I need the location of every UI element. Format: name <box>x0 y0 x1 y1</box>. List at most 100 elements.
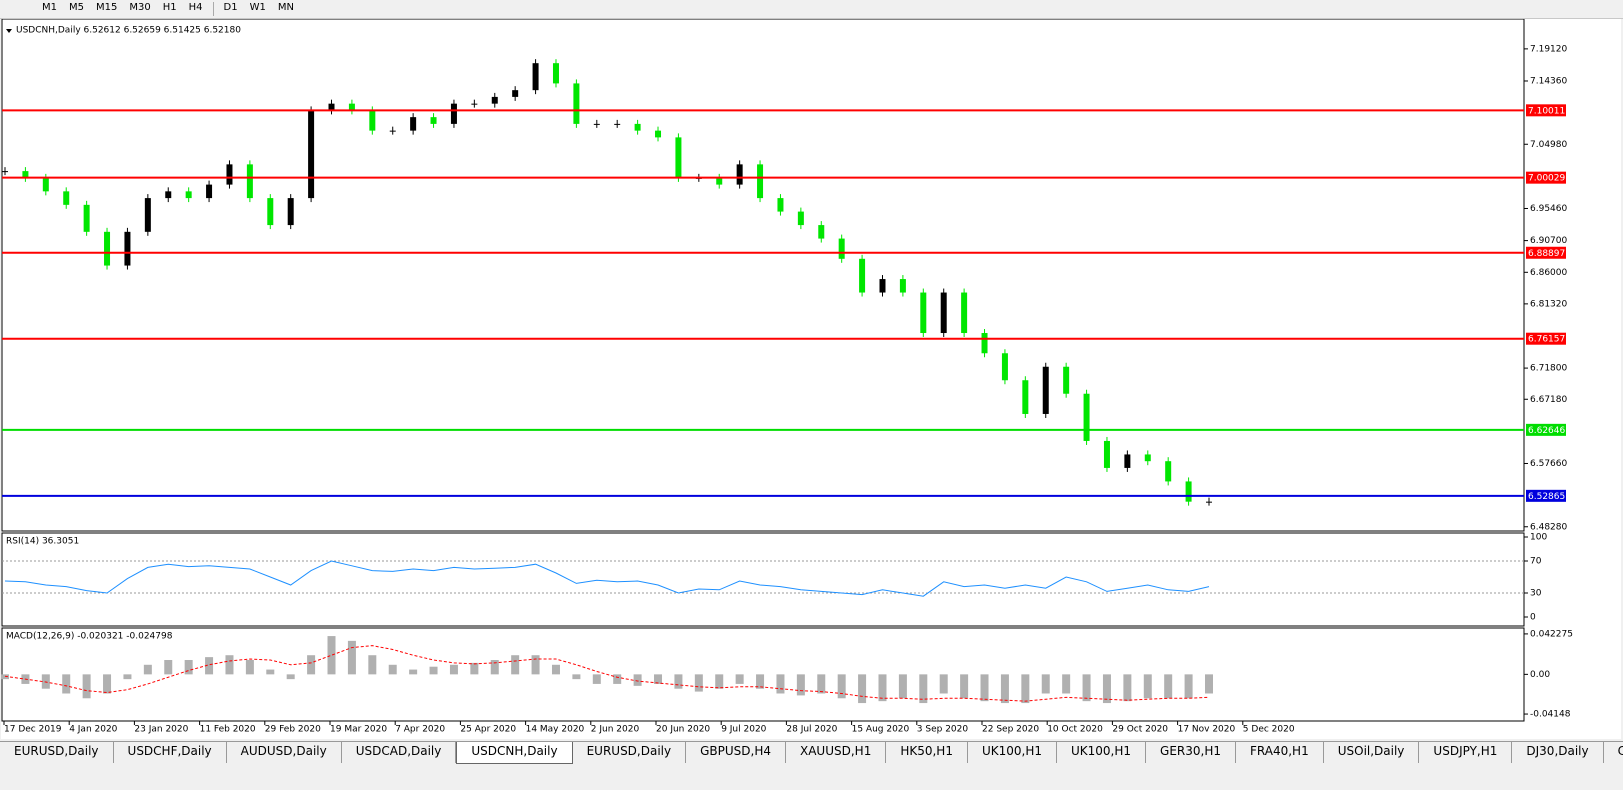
timeframe-button[interactable]: D1 <box>223 2 238 13</box>
symbol-menu-arrow[interactable] <box>6 29 12 33</box>
timeframe-button[interactable]: M5 <box>69 2 84 13</box>
chart-tab[interactable]: EURUSD,Daily <box>0 742 114 763</box>
macd-bar <box>1000 674 1009 704</box>
chart-window: USDCNH,Daily 6.52612 6.52659 6.51425 6.5… <box>1 19 1621 739</box>
date-label: 22 Sep 2020 <box>982 725 1039 735</box>
chart-tab[interactable]: USDCAD,Daily <box>342 742 457 763</box>
macd-signal <box>4 645 1210 702</box>
candle <box>1083 393 1090 441</box>
macd-bar <box>1062 674 1071 694</box>
candle <box>246 164 253 199</box>
candle <box>593 123 600 125</box>
macd-bar <box>674 674 683 689</box>
chart-tab[interactable]: USDJPY,H1 <box>1419 742 1513 763</box>
macd-bar <box>919 674 928 704</box>
rsi-tick-label: 0 <box>1530 613 1536 623</box>
candle <box>267 198 274 226</box>
candle <box>532 63 539 91</box>
macd-bar <box>1102 674 1111 704</box>
chart-tab[interactable]: UK100,H1 <box>1057 742 1147 763</box>
date-label: 2 Jun 2020 <box>591 725 640 735</box>
macd-bar <box>347 640 356 675</box>
timeframe-button[interactable]: H4 <box>188 2 203 13</box>
chart-tab[interactable]: GER30,H1 <box>1146 742 1236 763</box>
macd-bar <box>143 664 152 675</box>
macd-bar <box>123 674 132 680</box>
candle <box>573 83 580 124</box>
chart-background <box>1 19 1621 739</box>
chart-tab[interactable]: CHINA300,H1 <box>1604 742 1623 763</box>
price-tick-label: 6.81320 <box>1530 299 1567 309</box>
macd-bar <box>1184 674 1193 699</box>
candle <box>1206 501 1212 503</box>
timeframe-button[interactable]: M15 <box>96 2 118 13</box>
candle <box>1144 454 1151 462</box>
chart-tab[interactable]: USDCHF,Daily <box>114 742 227 763</box>
timeframe-button[interactable]: M30 <box>129 2 151 13</box>
candle <box>552 63 559 84</box>
chart-tab[interactable]: AUDUSD,Daily <box>227 742 342 763</box>
toolbar: M1 M5 M15 M30 H1 H4 D1 W1 MN <box>0 0 1623 19</box>
chart-tab[interactable]: EURUSD,Daily <box>573 742 687 763</box>
candle <box>144 198 151 232</box>
chart-tab[interactable]: GBPUSD,H4 <box>686 742 786 763</box>
main-panel <box>1 19 1525 532</box>
candle <box>981 333 988 354</box>
macd-bar <box>1205 674 1213 694</box>
level-label-box <box>1526 423 1566 436</box>
candle <box>389 130 396 132</box>
candle <box>879 279 886 293</box>
chart-tab[interactable]: HK50,H1 <box>886 742 968 763</box>
macd-bar <box>1041 674 1050 694</box>
chart-tab[interactable]: XAUUSD,H1 <box>786 742 887 763</box>
candle <box>83 204 90 232</box>
chart-tab[interactable]: UK100,H1 <box>968 742 1057 763</box>
timeframe-button[interactable]: M1 <box>42 2 57 13</box>
candle <box>940 292 947 334</box>
candle <box>512 90 519 97</box>
candle <box>63 191 70 205</box>
candle <box>838 238 845 259</box>
macd-bar <box>817 674 826 694</box>
macd-bar <box>980 674 989 702</box>
level-label: 6.88897 <box>1528 249 1565 259</box>
price-tick-label: 6.90700 <box>1530 236 1567 246</box>
rsi-line <box>4 560 1210 597</box>
date-label: 11 Feb 2020 <box>200 725 256 735</box>
date-label: 25 Apr 2020 <box>460 725 516 735</box>
macd-tick-label: 0.042275 <box>1530 629 1573 639</box>
macd-bar <box>898 674 907 699</box>
price-tick-label: 6.95460 <box>1530 204 1567 214</box>
macd-bar <box>633 674 642 686</box>
candle <box>961 292 968 334</box>
timeframe-button[interactable]: H1 <box>162 2 177 13</box>
candle <box>757 164 764 199</box>
macd-bar <box>205 657 214 675</box>
timeframe-button[interactable]: MN <box>277 2 294 13</box>
chart-tab[interactable]: DJ30,Daily <box>1512 742 1604 763</box>
candle <box>899 279 906 293</box>
chart-tab[interactable]: FRA40,H1 <box>1236 742 1324 763</box>
date-label: 17 Dec 2019 <box>4 725 62 735</box>
date-label: 14 May 2020 <box>526 725 585 735</box>
candle <box>655 130 662 138</box>
timeframe-button[interactable]: W1 <box>249 2 266 13</box>
level-label-box <box>1526 332 1566 345</box>
chart-tab[interactable]: USOil,Daily <box>1324 742 1420 763</box>
macd-bar <box>878 674 887 702</box>
date-label: 5 Dec 2020 <box>1243 725 1295 735</box>
macd-bar <box>694 674 703 692</box>
macd-bar <box>1164 674 1173 699</box>
level-label: 7.10011 <box>1528 106 1565 116</box>
chart-tabs: EURUSD,Daily USDCHF,Daily AUDUSD,Daily USDC… <box>0 741 1623 764</box>
macd-bar <box>654 674 663 684</box>
date-label: 7 Apr 2020 <box>395 725 445 735</box>
chart-tab[interactable]: USDCNH,Daily <box>456 742 573 764</box>
macd-bar <box>409 669 418 675</box>
date-label: 17 Nov 2020 <box>1178 725 1236 735</box>
candle <box>1124 454 1131 468</box>
macd-bar <box>184 660 193 675</box>
candle <box>104 231 111 266</box>
date-label: 23 Jan 2020 <box>134 725 188 735</box>
